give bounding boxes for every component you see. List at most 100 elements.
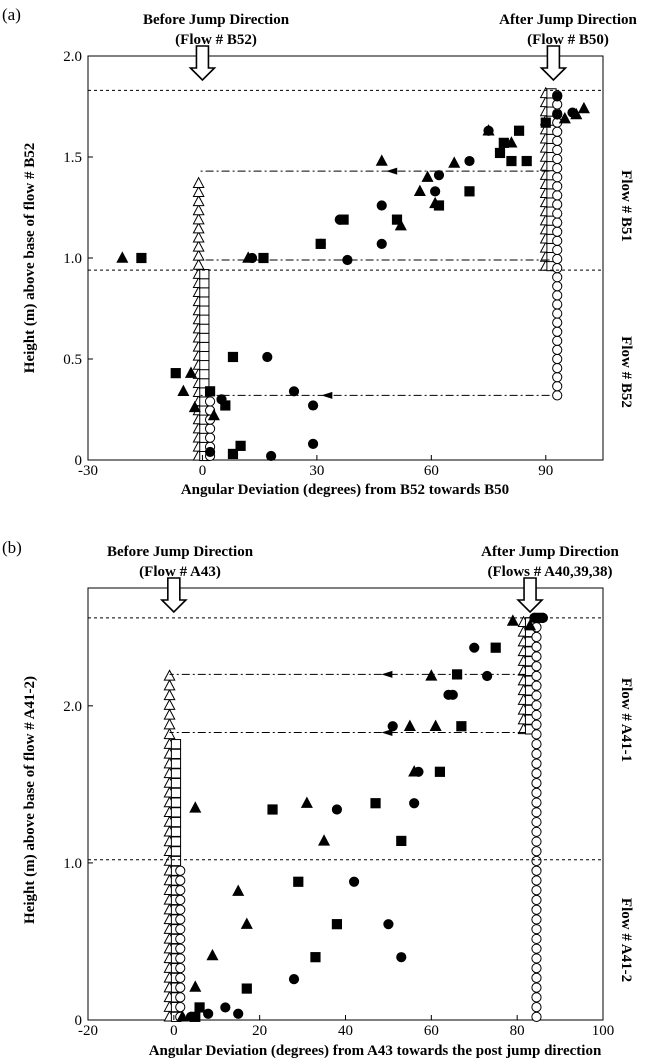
x-tick-label: 60 (424, 463, 439, 479)
ref-marker-before_triangles (163, 698, 176, 710)
data-point-square-filled (338, 214, 349, 225)
data-point-triangle-filled (421, 170, 434, 182)
ref-marker-before_circles (204, 396, 216, 407)
data-point-circle-filled (307, 400, 319, 411)
data-point-square-filled (391, 214, 403, 225)
ref-marker-after_circles (531, 816, 542, 828)
data-point-circle-filled (203, 1008, 214, 1019)
data-point-square-filled (456, 721, 467, 732)
data-point-circle-filled (409, 798, 420, 809)
data-point-square-filled (521, 155, 532, 167)
ref-marker-before_triangles (192, 258, 205, 270)
data-point-square-filled (220, 400, 231, 411)
ref-marker-before_squares (199, 341, 210, 352)
after-jump-label: After Jump Direction (481, 544, 619, 560)
ref-marker-after_circles (552, 199, 563, 210)
data-point-circle-filled (307, 438, 319, 449)
ref-marker-after_circles (531, 631, 542, 643)
panel-b: (b) Before Jump Direction (Flow # A43) A… (2, 538, 634, 1059)
ref-marker-after_circles (531, 719, 542, 730)
flow-label-lower: Flow # A41-2 (618, 898, 634, 982)
data-point-triangle-filled (240, 917, 253, 929)
data-point-circle-filled (469, 642, 480, 653)
ref-marker-after_circles (552, 353, 563, 365)
y-tick-label: 1.5 (63, 150, 82, 166)
ref-marker-after_circles (531, 963, 542, 974)
x-tick-label: 20 (252, 1023, 267, 1039)
data-point-square-filled (434, 766, 446, 777)
data-point-square-filled (540, 117, 551, 128)
x-tick-label: 30 (309, 463, 324, 479)
ref-marker-after_circles (552, 390, 563, 401)
data-point-triangle-filled (375, 154, 388, 166)
data-point-circle-filled (376, 238, 387, 249)
ref-marker-after_circles (552, 163, 563, 174)
ref-marker-before_circles (175, 924, 186, 935)
y-axis-label: Height (m) above base of flow # B52 (22, 143, 38, 373)
ref-marker-after_circles (552, 226, 563, 237)
ref-marker-before_squares (170, 836, 182, 847)
ref-marker-before_circles (175, 933, 186, 945)
ref-marker-after_circles (531, 709, 542, 721)
y-axis-label: Height (m) above base of flow # A41-2) (22, 676, 38, 924)
ref-marker-after_circles (552, 263, 563, 274)
ref-marker-after_circles (552, 317, 563, 328)
ref-marker-before_circles (175, 894, 186, 906)
data-point-circle-filled (348, 876, 360, 887)
ref-marker-before_squares (199, 359, 210, 371)
data-point-triangle-filled (577, 101, 590, 114)
ref-marker-after_circles (531, 836, 542, 847)
data-point-triangle-filled (189, 980, 202, 992)
ref-marker-after_circles (531, 690, 542, 701)
flow-label-upper: Flow # A41-1 (618, 678, 634, 762)
ref-marker-before_circles (175, 972, 186, 983)
x-tick-label: 100 (592, 1023, 615, 1039)
y-tick-label: 1.0 (63, 251, 82, 267)
ref-marker-after_circles (552, 153, 563, 165)
before-jump-arrow-icon (159, 577, 188, 614)
x-tick-label: -30 (78, 463, 98, 479)
ref-marker-after_circles (531, 924, 542, 935)
ref-marker-before_squares (199, 314, 210, 325)
ref-marker-after_circles (552, 217, 563, 228)
ref-marker-before_triangles (192, 203, 205, 216)
ref-marker-before_circles (175, 1002, 186, 1013)
ref-marker-after_circles (531, 943, 542, 954)
data-point-triangle-filled (429, 196, 442, 209)
ref-marker-after_circles (552, 135, 563, 146)
data-point-triangle-filled (413, 184, 426, 197)
ref-marker-after_circles (552, 181, 563, 192)
ref-marker-before_squares (170, 816, 182, 828)
ref-marker-after_circles (531, 865, 542, 876)
x-tick-label: 0 (170, 1023, 178, 1039)
ref-marker-before_squares (170, 748, 182, 759)
data-point-square-filled (235, 440, 246, 451)
after-jump-flow-label: (Flows # A40,39,38) (488, 564, 613, 580)
data-point-circle-filled (233, 1008, 244, 1019)
ref-marker-after_circles (531, 972, 542, 983)
ref-marker-after_circles (531, 992, 542, 1003)
ref-marker-after_circles (531, 885, 542, 896)
ref-marker-after_circles (552, 362, 563, 374)
data-point-square-filled (227, 351, 239, 363)
data-point-square-filled (490, 642, 501, 653)
data-point-triangle-filled (524, 619, 537, 631)
ref-marker-before_triangles (192, 222, 205, 234)
data-point-square-filled (190, 1011, 201, 1022)
ref-marker-after_circles (531, 700, 542, 711)
data-point-square-filled (370, 798, 381, 809)
data-point-circle-filled (430, 186, 441, 197)
data-point-circle-filled (204, 446, 216, 458)
data-point-circle-filled (443, 689, 454, 700)
data-point-square-filled (204, 386, 216, 397)
ref-marker-after_circles (552, 253, 563, 265)
data-point-triangle-filled (184, 366, 198, 378)
data-point-triangle-filled (300, 796, 313, 808)
ref-marker-before_triangles (192, 194, 205, 207)
ref-marker-after_circles (552, 144, 563, 156)
y-tick-label: 1.0 (63, 856, 82, 872)
ref-marker-before_triangles (163, 708, 176, 720)
x-tick-label: 90 (538, 463, 553, 479)
ref-marker-before_circles (175, 943, 186, 954)
